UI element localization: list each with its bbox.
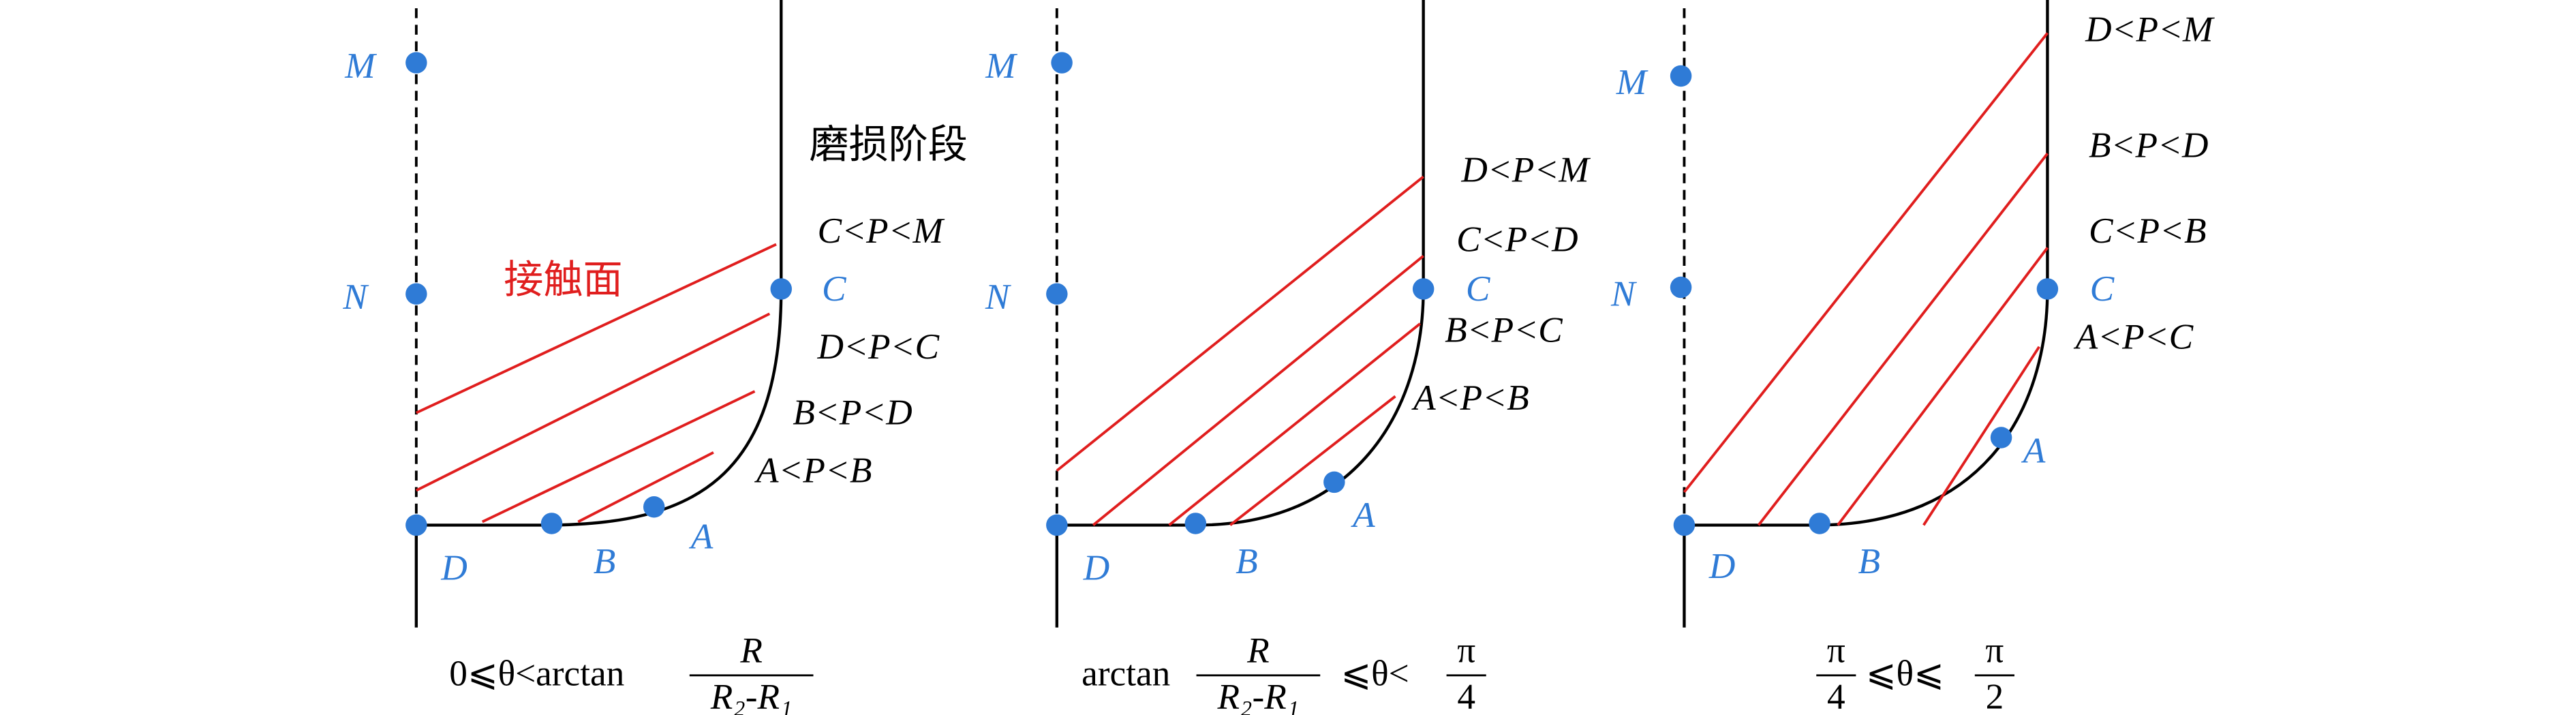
- contact-line: [1683, 32, 2049, 493]
- surface-label: 接触面: [504, 258, 622, 302]
- point-dot: [1051, 52, 1073, 74]
- point-dot: [1670, 65, 1692, 87]
- caption-text: ⩽θ<: [1341, 654, 1409, 694]
- range-label: D<P<C: [817, 326, 940, 367]
- point-label: D: [1083, 547, 1109, 588]
- point-label: M: [344, 46, 377, 86]
- point-label: M: [1616, 62, 1649, 102]
- point-label: C: [2090, 269, 2115, 309]
- point-dot: [405, 514, 427, 536]
- range-label: A<P<B: [1411, 378, 1529, 418]
- contact-line: [1757, 153, 2049, 526]
- contact-line: [481, 390, 756, 523]
- range-label: C<P<B: [2089, 211, 2207, 251]
- caption-numerator: R: [1246, 630, 1270, 671]
- point-label: N: [1610, 273, 1638, 314]
- caption-numerator: R: [739, 630, 763, 671]
- range-label: B<P<C: [1445, 310, 1563, 350]
- point-dot: [1046, 514, 1068, 536]
- caption-numerator: π: [1827, 630, 1845, 671]
- point-label: A: [2021, 430, 2046, 470]
- range-label: C<P<M: [818, 211, 945, 251]
- range-label: B<P<D: [793, 393, 912, 433]
- point-label: M: [985, 46, 1017, 86]
- point-dot: [1412, 278, 1435, 300]
- range-label: C<P<D: [1456, 219, 1578, 259]
- point-dot: [1323, 471, 1345, 493]
- contact-line: [415, 312, 771, 492]
- range-label: A<P<B: [754, 451, 872, 491]
- caption-denominator: R₂-R₁: [710, 676, 793, 715]
- point-dot: [1673, 514, 1696, 536]
- point-label: B: [594, 541, 616, 581]
- point-label: A: [1351, 495, 1375, 535]
- point-dot: [643, 496, 665, 518]
- point-label: A: [689, 516, 714, 556]
- point-label: D: [440, 547, 467, 588]
- caption-denominator: R₂-R₁: [1216, 676, 1299, 715]
- range-label: B<P<D: [2089, 125, 2208, 165]
- caption-text: arctan: [1082, 654, 1170, 694]
- contact-line: [1837, 247, 2049, 526]
- range-label: A<P<C: [2074, 316, 2194, 356]
- point-dot: [770, 278, 792, 300]
- contact-line: [577, 451, 714, 523]
- point-label: B: [1236, 541, 1258, 581]
- point-dot: [1184, 513, 1207, 534]
- contact-line: [1229, 395, 1396, 526]
- point-dot: [405, 283, 427, 305]
- point-label: C: [822, 269, 847, 309]
- point-dot: [1990, 427, 2012, 448]
- caption-numerator: π: [1985, 630, 2004, 671]
- point-dot: [1670, 276, 1692, 299]
- stage-label: 磨损阶段: [809, 122, 968, 166]
- point-label: B: [1858, 541, 1880, 581]
- caption-text: 0⩽θ<arctan: [449, 654, 624, 694]
- point-dot: [405, 52, 427, 74]
- contact-line: [1922, 346, 2040, 526]
- tool-profile: [414, 0, 783, 628]
- caption-denominator: 2: [1986, 676, 2004, 715]
- contact-line: [1092, 255, 1424, 526]
- point-dot: [1809, 513, 1830, 534]
- point-dot: [1046, 283, 1068, 305]
- caption-denominator: 4: [1457, 676, 1475, 715]
- point-dot: [2036, 278, 2059, 300]
- caption-numerator: π: [1457, 630, 1475, 671]
- contact-line: [1168, 322, 1422, 526]
- point-label: N: [342, 277, 369, 317]
- caption-denominator: 4: [1827, 676, 1845, 715]
- caption-text: ⩽θ⩽: [1866, 654, 1944, 694]
- range-label: D<P<M: [2085, 10, 2215, 50]
- range-label: D<P<M: [1460, 150, 1591, 190]
- tool-profile: [1683, 0, 2049, 628]
- contact-line: [1056, 175, 1424, 472]
- point-label: N: [985, 277, 1012, 317]
- contact-line: [416, 243, 777, 414]
- point-dot: [540, 513, 563, 534]
- point-label: C: [1466, 269, 1491, 309]
- point-label: D: [1708, 546, 1735, 586]
